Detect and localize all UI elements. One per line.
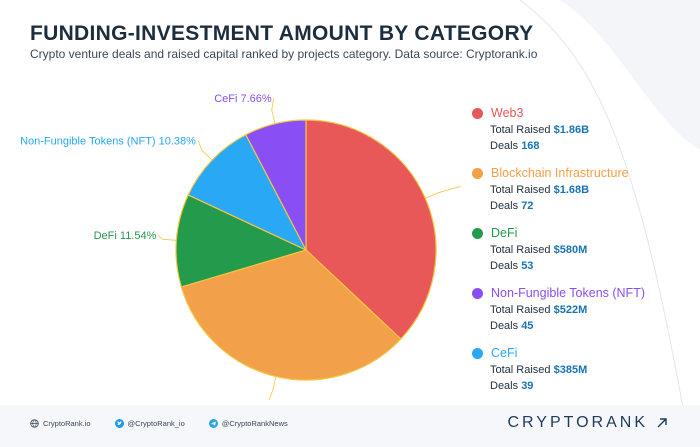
legend-label: DeFi <box>491 226 518 240</box>
raised-prefix: Total Raised <box>490 304 551 316</box>
legend-item-cefi: CeFi Total Raised $385M Deals 39 <box>472 346 682 392</box>
pie-slice-defi <box>175 194 308 288</box>
raised-value: $522M <box>553 304 588 316</box>
leader-line <box>425 186 460 199</box>
legend-item-web3: Web3 Total Raised $1.86B Deals 168 <box>472 106 682 152</box>
deals-value: 45 <box>521 320 534 332</box>
legend-item-nft: Non-Fungible Tokens (NFT) Total Raised $… <box>472 286 682 332</box>
deals-value: 39 <box>521 380 534 392</box>
twitter-text: @CryptoRank_io <box>127 419 185 428</box>
pie-label: Non-Fungible Tokens (NFT) 10.38% <box>20 135 196 147</box>
raised-value: $385M <box>553 364 588 376</box>
telegram-link[interactable]: @CryptoRankNews <box>208 419 288 428</box>
raised-prefix: Total Raised <box>490 244 551 256</box>
twitter-link[interactable]: @CryptoRank_io <box>114 419 185 428</box>
deals-prefix: Deals <box>490 140 519 152</box>
legend: Web3 Total Raised $1.86B Deals 168 Block… <box>472 106 682 406</box>
pie-slice-web3 <box>305 119 437 340</box>
website-link[interactable]: CryptoRank.io <box>30 419 91 428</box>
raised-prefix: Total Raised <box>490 124 551 136</box>
telegram-text: @CryptoRankNews <box>221 419 288 428</box>
deals-prefix: Deals <box>490 200 519 212</box>
pie-chart: Web3 37.00%Blockchain Infrastructure 33.… <box>20 93 460 400</box>
legend-label: Web3 <box>491 106 524 120</box>
legend-dot <box>472 287 483 299</box>
legend-dot <box>472 107 483 119</box>
raised-prefix: Total Raised <box>490 184 551 196</box>
deals-prefix: Deals <box>490 380 519 392</box>
raised-value: $1.68B <box>553 184 590 196</box>
website-text: CryptoRank.io <box>43 419 91 428</box>
brand-logo[interactable]: CRYPTORANK <box>507 414 668 432</box>
leader-line <box>158 234 177 241</box>
legend-dot <box>472 167 483 179</box>
deals-prefix: Deals <box>490 320 519 332</box>
footer: CryptoRank.io @CryptoRank_io @CryptoRank… <box>0 405 700 447</box>
legend-dot <box>472 227 483 239</box>
pie-label: CeFi 7.66% <box>214 93 272 105</box>
legend-label: Blockchain Infrastructure <box>491 166 629 180</box>
pie-slice-non-fungible-tokens-nft <box>187 133 308 252</box>
deals-prefix: Deals <box>490 260 519 272</box>
deals-value: 53 <box>521 260 534 272</box>
raised-value: $580M <box>553 244 588 256</box>
chart-title: FUNDING-INVESTMENT AMOUNT BY CATEGORY <box>30 22 534 45</box>
pie-slice-blockchain-infrastructure <box>180 249 402 381</box>
deals-value: 72 <box>521 200 534 212</box>
leader-line <box>197 140 213 161</box>
chart-subtitle: Crypto venture deals and raised capital … <box>30 47 538 61</box>
brand-name: CRYPTORANK <box>507 414 648 431</box>
leader-line <box>268 376 277 400</box>
legend-label: Non-Fungible Tokens (NFT) <box>491 286 645 300</box>
pie-label: DeFi 11.54% <box>94 230 157 242</box>
raised-value: $1.86B <box>553 124 590 136</box>
arrow-up-right-icon <box>657 418 667 428</box>
deals-value: 168 <box>521 140 540 152</box>
legend-label: CeFi <box>491 346 518 360</box>
leader-line <box>271 98 276 124</box>
twitter-icon <box>114 419 124 428</box>
legend-item-blockchain-infrastructure: Blockchain Infrastructure Total Raised $… <box>472 166 682 212</box>
pie-slice-cefi <box>245 119 307 251</box>
raised-prefix: Total Raised <box>490 364 551 376</box>
legend-item-defi: DeFi Total Raised $580M Deals 53 <box>472 226 682 272</box>
legend-dot <box>472 347 483 359</box>
telegram-icon <box>208 419 218 428</box>
globe-icon <box>30 419 39 428</box>
